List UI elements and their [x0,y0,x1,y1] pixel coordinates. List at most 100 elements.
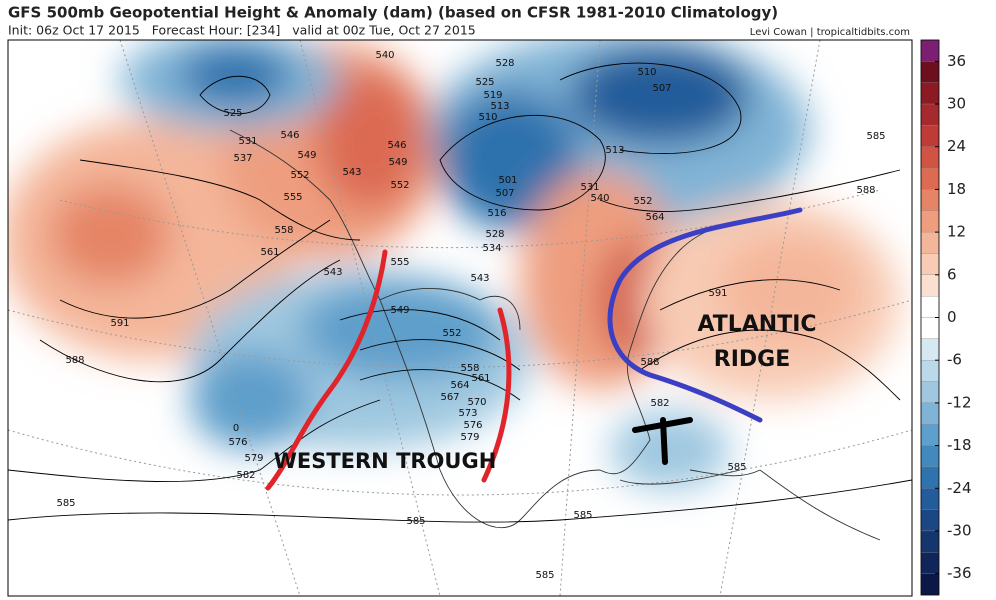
contour-label: 585 [727,462,746,473]
contour-label: 585 [56,498,75,509]
colorbar-tick-label: 30 [947,95,966,113]
hand-drawing [265,207,803,491]
colorbar-band [920,488,940,510]
colorbar-band [920,82,940,105]
contour-label: 555 [390,257,409,268]
contour-label: 564 [450,380,469,391]
trough-marker [632,417,693,465]
contour-label: 591 [110,318,129,329]
contour-label: 552 [442,328,461,339]
contour-label: 531 [580,182,599,193]
contour-label: 585 [406,516,425,527]
contour-label: 585 [535,570,554,581]
contour-label: 579 [460,432,479,443]
colorbar-band [920,381,940,404]
colorbar-band [920,167,940,190]
colorbar-band [920,253,940,275]
colorbar-band [920,210,940,233]
contour-label: 540 [375,50,394,61]
init-line: Init: 06z Oct 17 2015 Forecast Hour: [23… [8,23,476,38]
colorbar-tick-label: 6 [947,265,957,283]
trough-axis [265,249,388,491]
contour-label: 585 [573,510,592,521]
title: GFS 500mb Geopotential Height & Anomaly … [8,4,778,22]
colorbar-band [920,103,940,126]
colorbar-band [920,61,940,83]
credit: Levi Cowan | tropicaltidbits.com [750,27,910,38]
ridge-outline [607,207,803,423]
colorbar-band [920,274,940,297]
contour-label: 513 [490,101,509,112]
anomaly-area [570,45,750,145]
colorbar-tick-label: -36 [947,564,972,582]
contour-label: 540 [590,193,609,204]
contour-label: 510 [637,67,656,78]
anomaly-area [50,185,170,285]
contour-label: 549 [388,157,407,168]
colorbar-tick-label: 0 [947,308,957,326]
contour-label: 516 [487,208,506,219]
contour-label: 567 [440,392,459,403]
colorbar-band [920,39,940,62]
anomaly-area [440,90,580,230]
colorbar-band [920,125,940,147]
colorbar-band [920,146,940,169]
map-frame [7,39,913,597]
colorbar-tick-label: -18 [947,436,972,454]
contour-label: 582 [650,398,669,409]
contour-label: 576 [228,437,247,448]
contour-label: 561 [471,373,490,384]
contour-label: 588 [856,185,875,196]
colorbar-band [920,402,940,425]
contour-label: 573 [458,408,477,419]
colorbar-band [920,231,940,254]
contour-label: 537 [233,153,252,164]
anomaly-field [8,40,900,490]
contour-label: 558 [460,363,479,374]
contour-label: 579 [244,453,263,464]
colorbar-band [920,445,940,468]
contour-label: 591 [708,288,727,299]
contour-label: 534 [482,243,501,254]
contour-label: 549 [390,305,409,316]
contour-label: 546 [280,130,299,141]
contour-label: 588 [65,355,84,366]
contour-label: 564 [645,212,664,223]
contour-label: 570 [467,397,486,408]
colorbar-tick-label: 24 [947,137,966,155]
contour-label: 510 [478,112,497,123]
colorbar-band [920,189,940,211]
contour-label: 546 [387,140,406,151]
contour-label: 576 [463,420,482,431]
colorbar-band [920,466,940,489]
contour-label: 507 [652,83,671,94]
colorbar-tick-label: -6 [947,351,962,369]
contour-label: 561 [260,247,279,258]
contour-label: 558 [274,225,293,236]
colorbar-band [920,573,940,596]
colorbar-tick-label: 36 [947,52,966,70]
contour-label: 513 [605,145,624,156]
annotation: WESTERN TROUGH [274,449,497,473]
coastlines [229,129,881,541]
contour-label: 528 [495,58,514,69]
anomaly-area [190,350,310,450]
contour-label: 552 [390,180,409,191]
colorbar-band [920,360,940,382]
colorbar-tick-label: -30 [947,521,972,539]
colorbar: 36 30 24 18 12 6 0 -6 -12 -18 -24 -30 -36 [920,39,972,596]
colorbar-band [920,530,940,553]
contour-label: 525 [475,77,494,88]
contour-label: 585 [866,131,885,142]
annotation: RIDGE [714,347,790,372]
contour-label: 543 [342,167,361,178]
contour-label: 588 [640,357,659,368]
height-contours [8,62,912,523]
anomaly-area [720,235,860,345]
annotation: ATLANTIC [697,312,816,337]
contour-label: 552 [633,196,652,207]
colorbar-band [920,509,940,532]
anomaly-area [315,70,425,210]
contour-label: 528 [485,229,504,240]
anomaly-area [180,45,290,105]
